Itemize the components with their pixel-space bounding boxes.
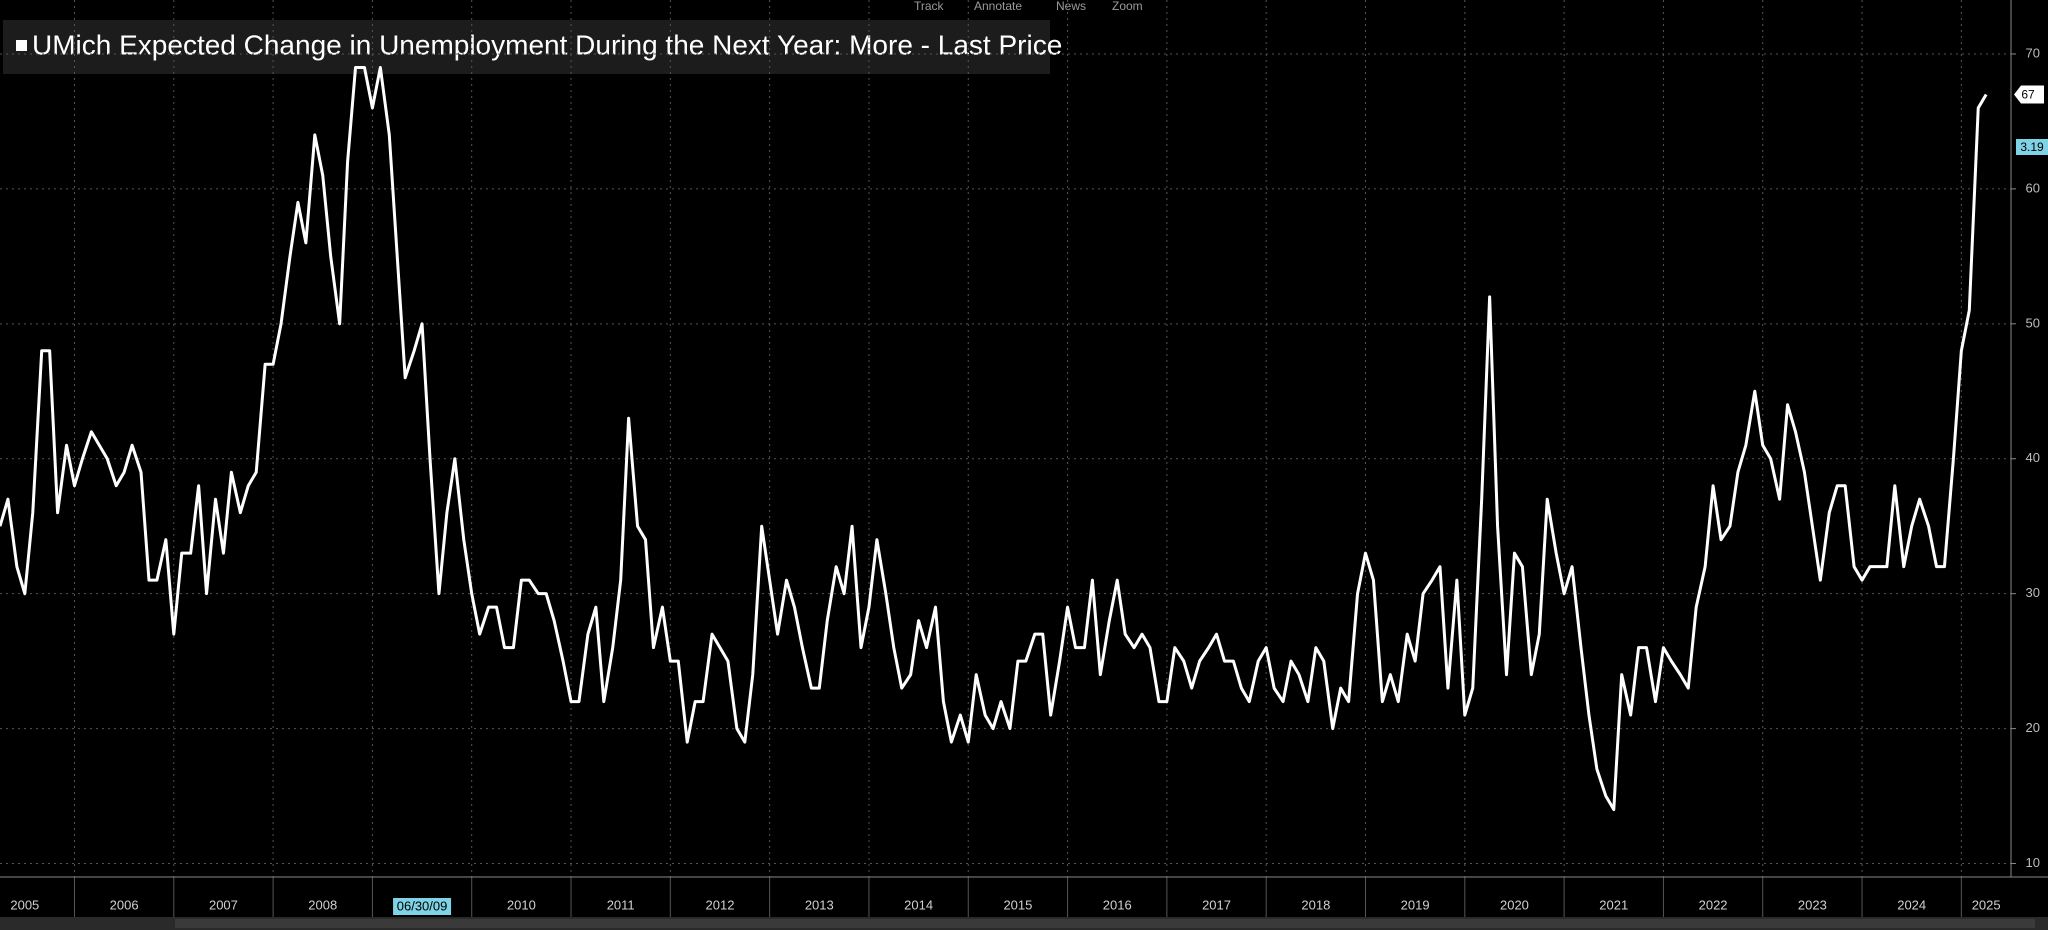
annotation-tag — [2016, 139, 2048, 155]
x-tick-label: 2007 — [209, 897, 238, 912]
y-tick-label: 10 — [2026, 855, 2040, 870]
x-tick-label: 2010 — [507, 897, 536, 912]
annotation-label: 3.19 — [2020, 140, 2044, 154]
x-tick-label: 2005 — [10, 897, 39, 912]
x-tick-label: 2019 — [1401, 897, 1430, 912]
legend-label: UMich Expected Change in Unemployment Du… — [32, 29, 1062, 60]
series-line — [0, 65, 1988, 812]
scrollbar-thumb[interactable] — [175, 919, 2035, 928]
x-tick-label: 2011 — [607, 897, 635, 912]
legend-box — [3, 20, 1050, 74]
y-tick-label: 50 — [2026, 315, 2040, 330]
x-tick-label: 2018 — [1301, 897, 1330, 912]
toolbar-button[interactable]: Zoom — [1112, 0, 1143, 13]
x-tick-label: 2006 — [110, 897, 139, 912]
x-tick-label: 2008 — [308, 897, 337, 912]
y-tick-label: 30 — [2026, 585, 2040, 600]
x-tick-label: 2021 — [1599, 897, 1628, 912]
y-tick-label: 60 — [2026, 180, 2040, 195]
toolbar-button[interactable]: Annotate — [974, 0, 1022, 13]
crosshair-tag — [393, 898, 452, 915]
x-tick-label: 2020 — [1500, 897, 1529, 912]
x-tick-label: 2017 — [1202, 897, 1231, 912]
last-value-tag — [2014, 85, 2044, 104]
x-tick-label: 2022 — [1699, 897, 1728, 912]
x-tick-label: 2023 — [1798, 897, 1827, 912]
toolbar-button[interactable]: Track — [914, 0, 945, 13]
y-tick-label: 20 — [2026, 720, 2040, 735]
y-tick-label: 70 — [2026, 45, 2040, 60]
x-tick-label: 2012 — [706, 897, 735, 912]
x-tick-label: 2015 — [1003, 897, 1032, 912]
x-tick-label: 2024 — [1897, 897, 1926, 912]
x-tick-label: 2025 — [1972, 897, 2001, 912]
x-tick-label: 2013 — [805, 897, 834, 912]
y-tick-label: 40 — [2026, 450, 2040, 465]
crosshair-label: 06/30/09 — [397, 898, 448, 913]
last-value-label: 67 — [2021, 88, 2035, 102]
toolbar-button[interactable]: News — [1056, 0, 1086, 13]
legend-swatch — [16, 40, 27, 51]
x-tick-label: 2014 — [904, 897, 933, 912]
x-tick-label: 2016 — [1103, 897, 1132, 912]
